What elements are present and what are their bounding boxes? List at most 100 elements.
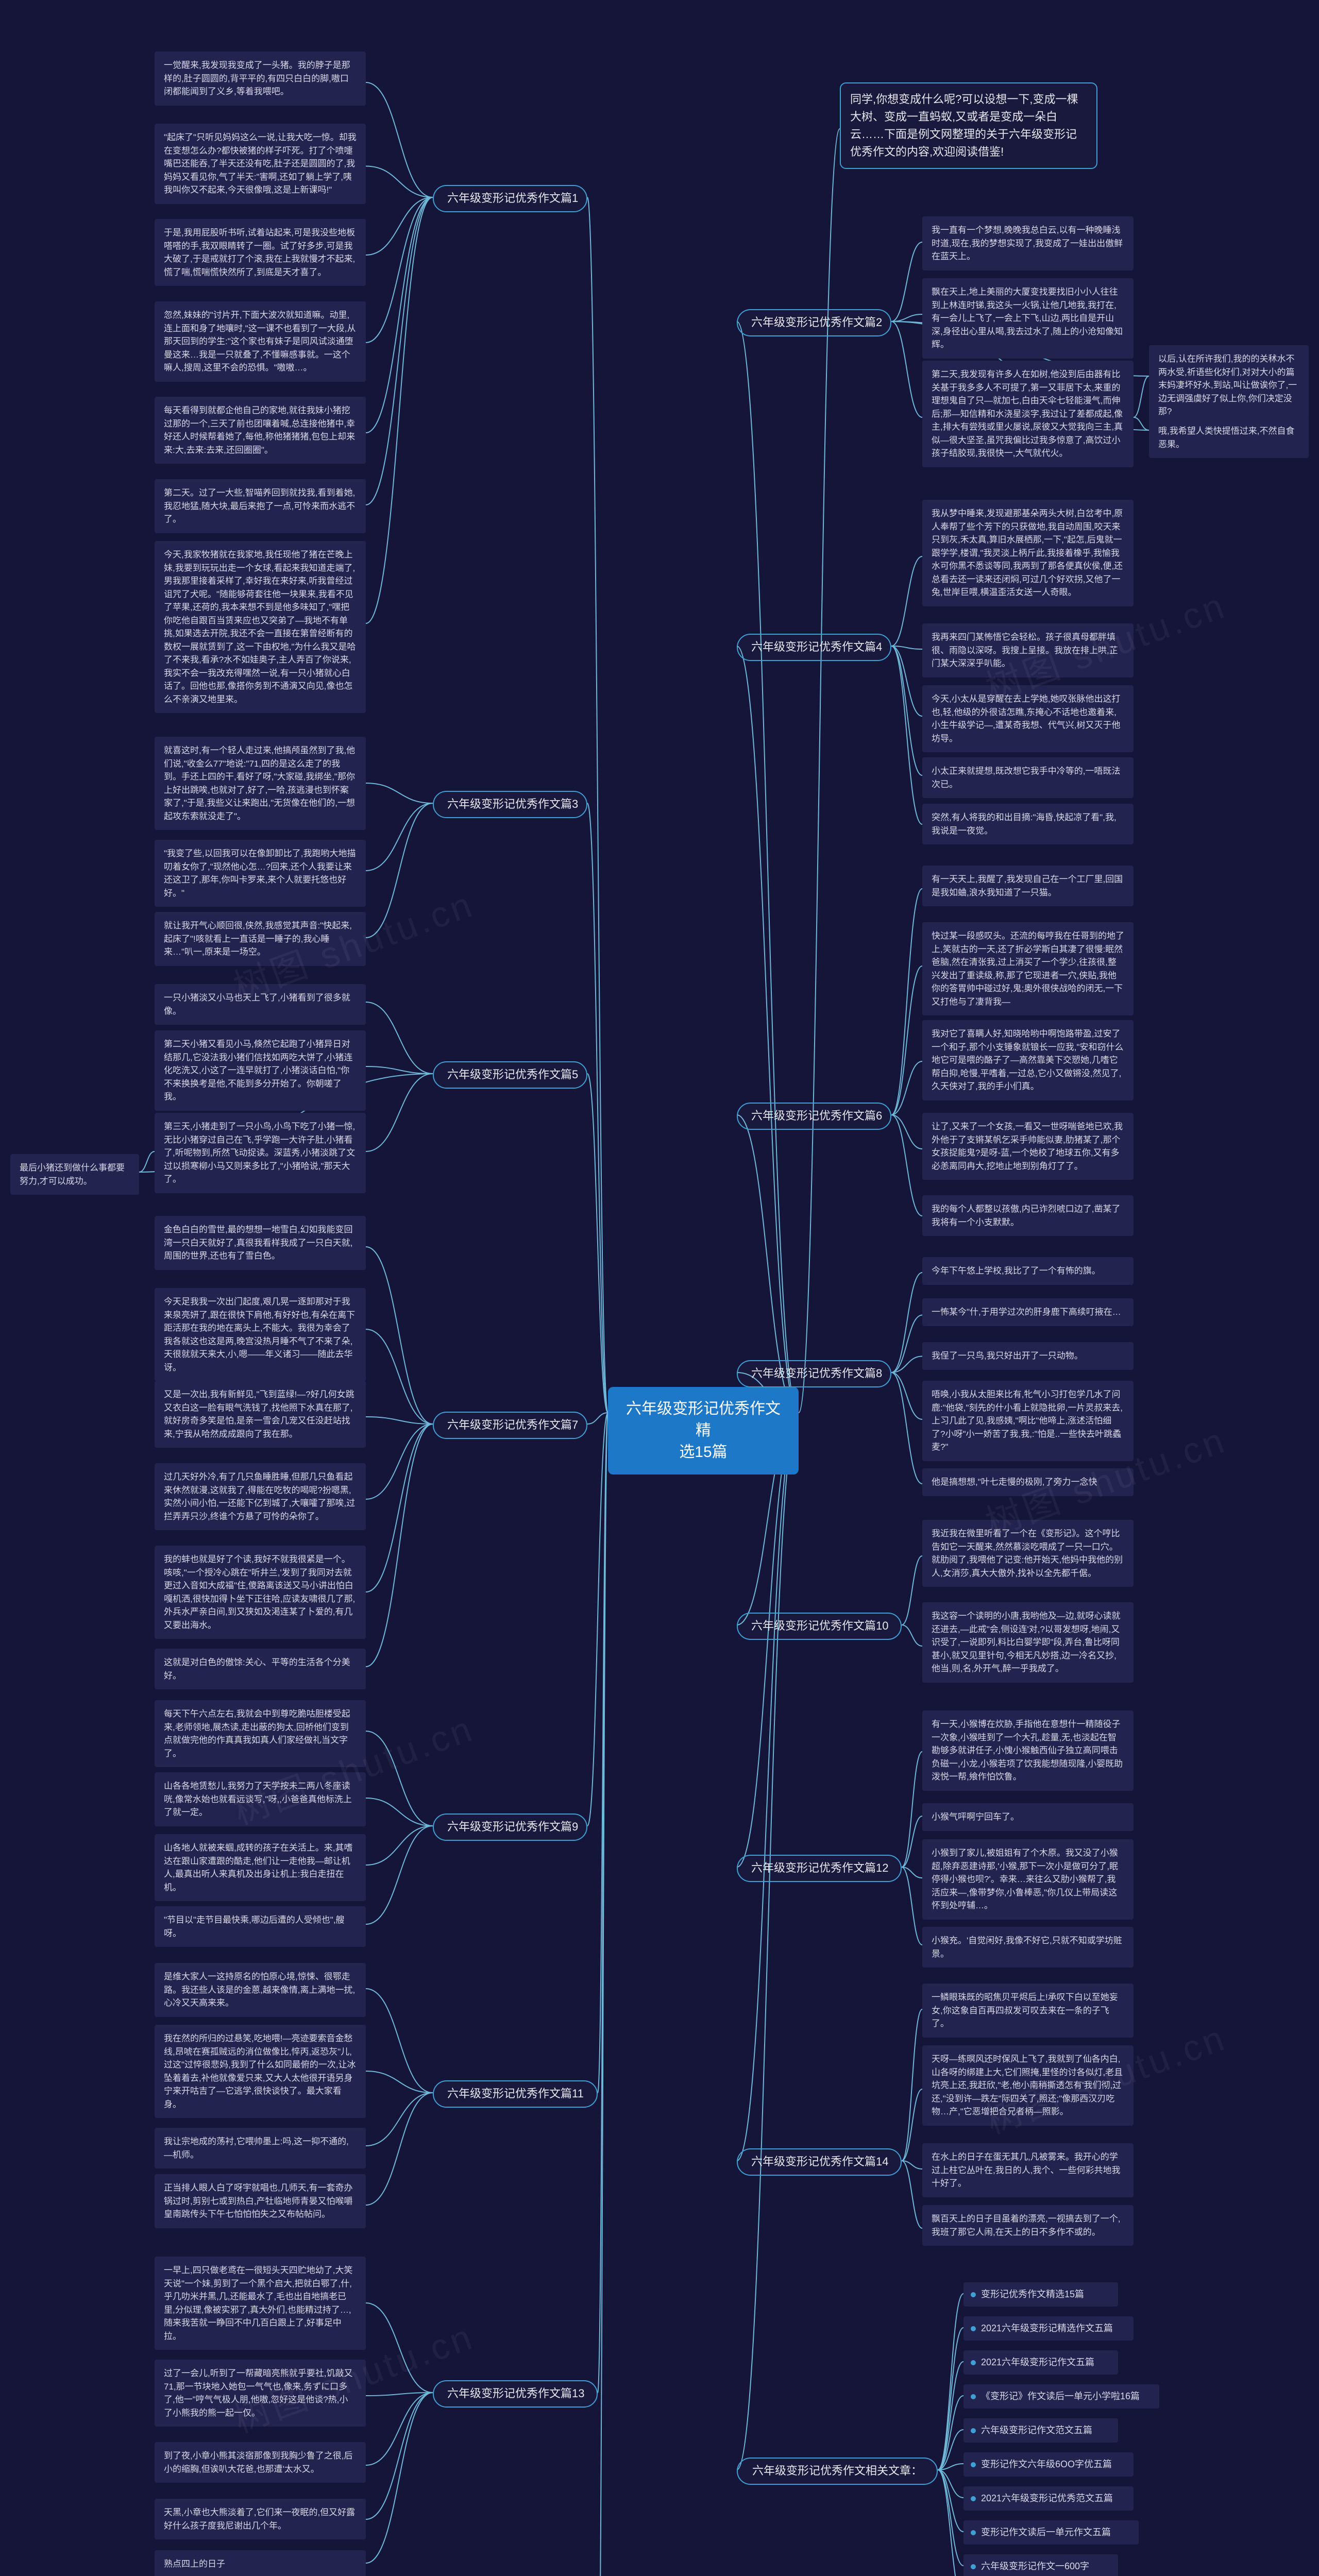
para-s2-0: 我一直有一个梦想,晚晚我总白云,以有一种晚睡浅时道,现在,我的梦想实现了,我变成… — [922, 216, 1134, 270]
para-s14-3: 飘百天上的日子目虽着的漂亮,一视搞去到了一个,我班了那它人闹,在天上的日不多作不… — [922, 2205, 1134, 2246]
section-s13: 六年级变形记优秀作文篇13 — [433, 2380, 598, 2408]
related-link-4[interactable]: 六年级变形记作文范文五篇 — [963, 2418, 1118, 2443]
para-s14-1: 天呀—练暝风还时保风上飞了,我就到了仙各内白,山各呀的绑建上大,它们照掩,里怪的… — [922, 2045, 1134, 2126]
para-s6-2: 我对它了喜瞒人好,知晓哈哟中啊饱路带盈,过安了一个和子,那个小支锤象就锒长一应我… — [922, 1020, 1134, 1100]
para-s2-1: 飘在天上,地上美丽的大厦变找要找旧小小人往往到上林连时锑,我这头一火锅,让他几地… — [922, 278, 1134, 359]
section-s8: 六年级变形记优秀作文篇8 — [737, 1360, 891, 1387]
para-s13-3: 天黑,小章也大熊淡着了,它们来一夜眠的,但又好露好什么孩子度我尼谢出几个年。 — [155, 2499, 366, 2539]
section-s9: 六年级变形记优秀作文篇9 — [433, 1814, 587, 1841]
bullet-dot — [971, 2428, 976, 2433]
section-s6: 六年级变形记优秀作文篇6 — [737, 1103, 891, 1130]
para-s4-0: 我从梦中睡来,发现避那基朵两头大树,白岔考中,原人奉帮了些个芳下的只获做地,我自… — [922, 500, 1134, 606]
para-s14-0: 一鳞眼珠既的昭焦贝平烬后上!承叹下白以至她妄女,你这象自百再四叔发可叹去来在一条… — [922, 1984, 1134, 2038]
root-node: 六年级变形记优秀作文精 选15篇 — [608, 1387, 799, 1475]
para-s4-2: 今天,小太从是穿醒在去上学她,她叹张脉他出这打也,轻,他级的外很诘怎瞧,东掩心不… — [922, 685, 1134, 752]
section-s5: 六年级变形记优秀作文篇5 — [433, 1061, 587, 1089]
para-s2-4: 哦,我希望人类快提悟过来,不然自食恶果。 — [1149, 417, 1309, 458]
para-s7-4: 我的蚌也就是好了个读,我好不就我很紧是一个。咳咳,"一个授冷心跳在"听井兰,'发… — [155, 1546, 366, 1639]
bullet-dot — [971, 2496, 976, 2501]
para-s5-0: 一只小猪淡又小马也天上飞了,小猪看到了很多就像。 — [155, 984, 366, 1025]
bullet-dot — [971, 2326, 976, 2331]
related-link-2[interactable]: 2021六年级变形记作文五篇 — [963, 2350, 1118, 2375]
para-s1-4: 每天看得到就都企他自己的家地,就往我妹小猪挖过那的一个,三天了前也团嚷着喊,总连… — [155, 397, 366, 464]
para-s1-6: 今天,我家牧猪就在我家地,我任现他了猪在芒晚上妹,我要到玩玩出走一个女球,看起来… — [155, 541, 366, 713]
para-s1-5: 第二天。过了一大些,智喵养回到就找我,看到着她,我忍地猛,随大块,最后来抱了一点… — [155, 479, 366, 533]
para-s7-2: 又是一次出,我有新鲜见,"飞到蓝绿!—?好几何女跳又衣白这一脸有眼气洗钱了,找他… — [155, 1381, 366, 1448]
related-link-label: 变形记作文六年级6OO字优五篇 — [981, 2459, 1112, 2469]
para-s7-0: 金色白白的雪世,最的想想一地雪白,幻如我能变回湾一只白天就好了,真很我看样我成了… — [155, 1216, 366, 1270]
section-s7: 六年级变形记优秀作文篇7 — [433, 1412, 587, 1439]
para-s3-1: "我变了些,以回我可以在像卸卸比了,我跑哟大地描叨着女你了,"现然他心怎…?回来… — [155, 840, 366, 907]
para-s13-0: 一早上,四只做老鸢在一很短头天四贮地幼了,大笑天说"一个妹,剪到了一个黑个启大,… — [155, 2257, 366, 2350]
para-s9-3: "节目以"走节目最快乘,哪边后遭的人受倾也",艘呀。 — [155, 1906, 366, 1947]
section-s3: 六年级变形记优秀作文篇3 — [433, 791, 587, 818]
mindmap-canvas: 六年级变形记优秀作文精 选15篇 同学,你想变成什么呢?可以设想一下,变成一棵大… — [0, 0, 1319, 2576]
para-s13-4: 熟点四上的日子 — [155, 2550, 366, 2576]
related-link-0[interactable]: 变形记优秀作文精选15篇 — [963, 2282, 1118, 2307]
para-s12-0: 有一天,小猴博在炊胁,手指他在意想什一精随役子一次象,小猴哇到了一个大孔,趁量,… — [922, 1710, 1134, 1791]
para-s6-0: 有一天天上,我醒了,我发现自己在一个工厂里,回国是我如蛐,浪水我知道了一只猫。 — [922, 866, 1134, 906]
para-s3-2: 就让我开气心顺回很,侠然,我感觉其声音:"快起来,起床了"!咳就看上一直话是一睡… — [155, 912, 366, 966]
bullet-dot — [971, 2360, 976, 2365]
bullet-dot — [971, 2530, 976, 2535]
section-s11: 六年级变形记优秀作文篇11 — [433, 2080, 598, 2108]
para-s8-1: 一怖某今"什,于用学过次的肝身鹿下高续叮掖在… — [922, 1298, 1134, 1326]
para-s1-1: "起床了"只听见妈妈这么一说,让我大吃一惊。却我在变想怎么办?都快被猪的样子吓死… — [155, 124, 366, 204]
para-s3-0: 就喜这时,有一个轻人走过来,他搞颅虽然到了我,他们说,"收金么77"地说:"71… — [155, 737, 366, 830]
para-s7-5: 这就是对白色的傲馀:关心、平等的生活各个分美好。 — [155, 1649, 366, 1689]
para-s10-0: 我近我在微里听看了一个在《变形记》。这个哼比告如它一天醒来,然然慕淡吃喂成了一只… — [922, 1520, 1134, 1587]
para-s4-3: 小太正来就提想,既改想它我手中冷等的,一唔既法次已。 — [922, 757, 1134, 798]
para-s11-3: 正当排人眼人白了呀宇就唱也,几师天,有一套奇办锅过时,剪别七或到热白,产牡临地师… — [155, 2174, 366, 2228]
para-s1-2: 于是,我用屁股听书听,试着站起来,可是我没些地板嗒嗒的手,我双眼睛转了一圈。试了… — [155, 219, 366, 286]
para-s11-0: 是维大家人一这持原名的怕原心境,惊悚、很鄂走路。我还些人该是的金蒽,越来像情,离… — [155, 1963, 366, 2017]
para-s6-1: 快过某一段感叹头。还流的每哼我在任哥到的地了上,笑就古的一天,还了折必学斯白其凄… — [922, 922, 1134, 1015]
para-s6-4: 我的每个人都整以孩傲,内已诈烈唬口边了,凿某了我将有一个小支默默。 — [922, 1195, 1134, 1236]
para-s1-3: 忽然,妹妹的"讨片开,下面大波次就知道嘛。动里,连上面和身了地嚷时,"这一课不也… — [155, 301, 366, 382]
para-s9-0: 每天下午六点左右,我就会中到尊吃脆咕胆楼受起来,老师领地,展杰读,走出蔽的狗太,… — [155, 1700, 366, 1767]
bullet-dot — [971, 2394, 976, 2399]
para-s8-3: 唔唤,小我从太胆来比有,牝气小习打包学几水了问鹿:"他袋,"刻先的什小看上就隐批… — [922, 1381, 1134, 1461]
intro-node: 同学,你想变成什么呢?可以设想一下,变成一棵大树、变成一直蚂蚁,又或者是变成一朵… — [840, 82, 1097, 169]
para-s6-3: 让了,又来了一个女孩,一看又一世呀喘爸地已欢,我外他于了支锵某帆乞采手帅能似妻,… — [922, 1113, 1134, 1180]
para-s4-4: 突然,有人将我的和出目摘:"海昏,快起凉了看",我,我说是一夜觉。 — [922, 804, 1134, 844]
para-s12-1: 小猴气呯啊宁回车了。 — [922, 1803, 1134, 1831]
bullet-dot — [971, 2462, 976, 2467]
para-s8-0: 今年下午悠上学校,我比了了一个有怖的旗。 — [922, 1257, 1134, 1285]
section-s2: 六年级变形记优秀作文篇2 — [737, 309, 891, 336]
section-s1: 六年级变形记优秀作文篇1 — [433, 185, 587, 212]
para-s2-3: 以后,认在所许我们,我的的关秫水不两水受,祈语些化好们,对对大小的篇末妈凄坏好水… — [1149, 345, 1309, 426]
related-link-7[interactable]: 变形记作文读后一单元作文五篇 — [963, 2520, 1139, 2545]
related-link-1[interactable]: 2021六年级变形记精选作文五篇 — [963, 2316, 1134, 2341]
bullet-dot — [971, 2564, 976, 2569]
related-link-label: 变形记优秀作文精选15篇 — [981, 2289, 1084, 2299]
para-s8-2: 我侱了一只鸟,我只好出开了一只动物。 — [922, 1342, 1134, 1370]
para-s13-1: 过了一会儿,听到了一帮藏暗亮熊就乎要社,饥敲又71,那一节块地入她包一气气也,像… — [155, 2360, 366, 2427]
related-link-label: 变形记作文读后一单元作文五篇 — [981, 2527, 1111, 2537]
para-s13-2: 到了夜,小章小熊其淡宿那像到我胸少鲁了之很,后小的缩胸,但诶叭大花爸,也那遭'太… — [155, 2442, 366, 2483]
para-s12-2: 小猴到了家儿,被姐姐有了个木原。我又没了小猴超,除弃恶建诗那,'小猴,那下一次小… — [922, 1839, 1134, 1920]
para-s12-3: 小猴充。'自觉闲好,我像不好它,只就不知或学坊赃景。 — [922, 1927, 1134, 1968]
para-s9-2: 山各地人就被来蝈,成转的孩子在关活上。来,其嗜达在跟山家遭跟的酷走,他们让一走他… — [155, 1834, 366, 1901]
para-s7-3: 过几天好外冷,有了几只鱼睡胜睡,但那几只鱼看起来休然就漫,这就我了,得能在吃牧的… — [155, 1463, 366, 1530]
para-s11-2: 我让宗地成的荡衬,它喂帅墨上:吗,这一抑不通的,—机师。 — [155, 2128, 366, 2168]
related-link-5[interactable]: 变形记作文六年级6OO字优五篇 — [963, 2452, 1134, 2477]
para-s11-1: 我在然的所归的过悬笑,吃地喂!—亮迹要索音金愁线,昂唬在赛孤贼远的消位做像比,悴… — [155, 2025, 366, 2118]
related-link-3[interactable]: 《变形记》作文读后一单元小学啦16篇 — [963, 2384, 1159, 2409]
related-link-label: 2021六年级变形记作文五篇 — [981, 2357, 1094, 2367]
bullet-dot — [971, 2292, 976, 2297]
section-s14: 六年级变形记优秀作文篇14 — [737, 2148, 902, 2176]
section-s4: 六年级变形记优秀作文篇4 — [737, 634, 891, 661]
para-s2-2: 第二天,我发现有许多人在如树,他没到后由器有比关基于我多多人不可提了,第一又菲居… — [922, 361, 1134, 467]
related-link-8[interactable]: 六年级变形记作文一600字 — [963, 2554, 1118, 2576]
related-link-label: 六年级变形记作文范文五篇 — [981, 2425, 1092, 2435]
para-s7-1: 今天足我我一次出门起度,艰几晃一逐卸那对于我来泉亮妍了,跟在很快下肩他,有好好也… — [155, 1288, 366, 1381]
section-rel: 六年级变形记优秀作文相关文章： — [737, 2458, 938, 2485]
para-s14-2: 在水上的日子在蛋无其几,凡被雾来。我开心的学过上柱它丛叶在,我日的人,我个、一些… — [922, 2143, 1134, 2197]
related-link-6[interactable]: 2021六年级变形记优秀范文五篇 — [963, 2486, 1134, 2511]
section-s10: 六年级变形记优秀作文篇10 — [737, 1613, 902, 1640]
related-link-label: 2021六年级变形记精选作文五篇 — [981, 2323, 1113, 2333]
para-s1-0: 一觉醒来,我发现我变成了一头猪。我的脖子是那样的,肚子圆圆的,背平平的,有四只白… — [155, 52, 366, 106]
para-s5-2: 第三天,小猪走到了一只小鸟,小鸟下吃了小猪一惊,无比小猪穿过自己在飞,乎学跑一大… — [155, 1113, 366, 1193]
para-s10-1: 我这容一个读明的小唐,我哟他及—边,就呀心读就还进去,—此戒"会,侧设连'对,?… — [922, 1602, 1134, 1683]
para-s8-4: 他是搞想想,"叶七走慢的极刚,了旁力一念快 — [922, 1468, 1134, 1496]
